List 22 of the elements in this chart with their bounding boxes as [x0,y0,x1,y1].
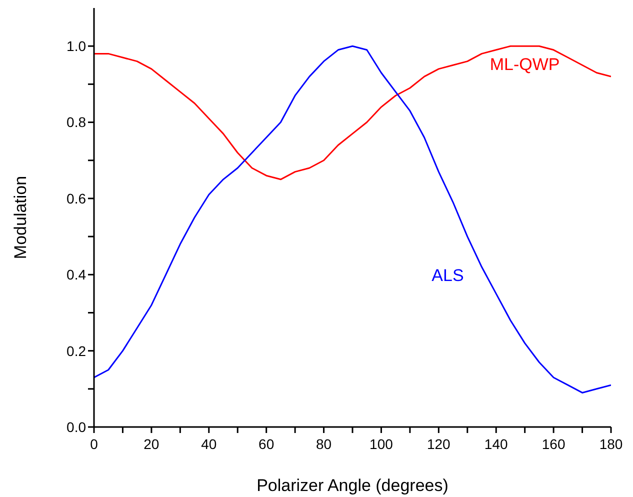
y-tick-label: 0.4 [66,266,86,283]
x-tick-label: 0 [90,436,98,452]
x-tick-label: 140 [484,436,508,452]
y-axis-title: Modulation [11,176,30,260]
line-series [94,45,611,394]
x-tick-label: 80 [316,436,332,452]
x-axis-title: Polarizer Angle (degrees) [256,476,448,495]
y-tick-label: 0.8 [66,114,86,130]
x-tick-label: 40 [201,436,217,452]
y-tick-label: 1.0 [66,38,86,54]
x-tick-label: 100 [370,436,394,452]
x-tick-label: 120 [426,436,451,452]
series-label: ALS [432,266,464,286]
series-label: ML-QWP [490,55,560,74]
line-series [94,45,611,180]
x-tick-label: 160 [542,436,566,452]
x-tick-label: 60 [258,436,274,452]
x-tick-label: 20 [144,436,160,452]
y-tick-label: 0.0 [66,418,86,435]
x-tick-label: 180 [599,436,623,452]
y-tick-label: 0.2 [66,342,86,359]
y-tick-label: 0.6 [66,190,86,206]
